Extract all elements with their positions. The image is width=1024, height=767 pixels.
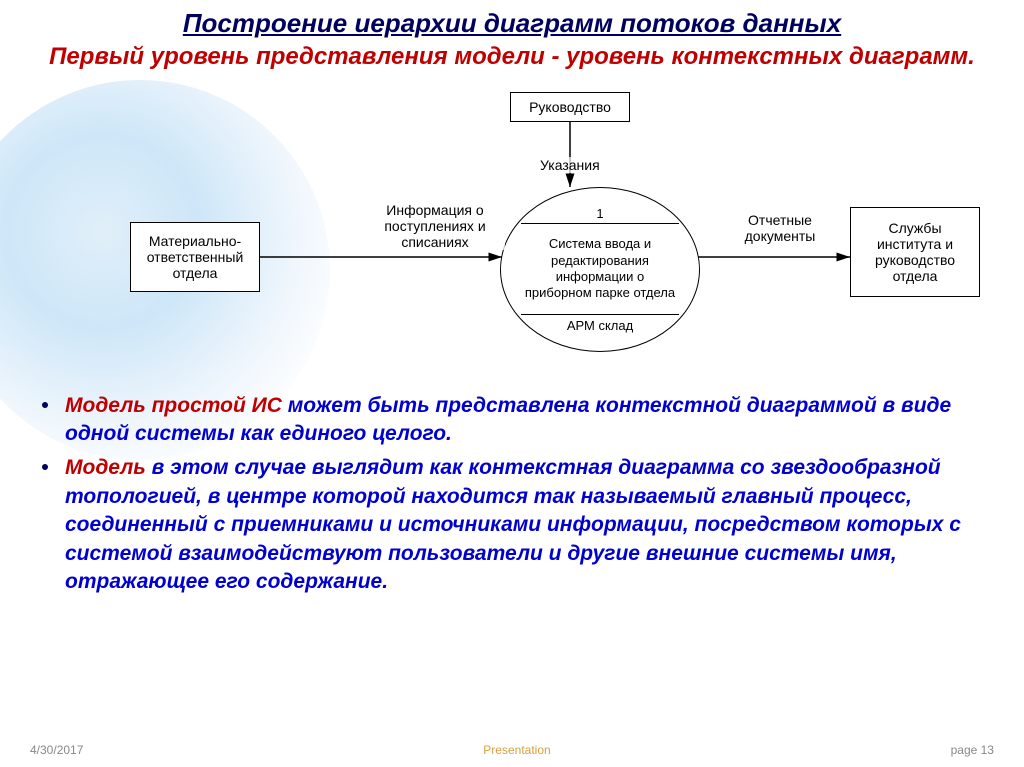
footer-page: page 13 [951, 743, 994, 757]
slide-subtitle: Первый уровень представления модели - ур… [30, 43, 994, 72]
node-management: Руководство [510, 92, 630, 122]
bullet-list: Модель простой ИС может быть представлен… [0, 392, 1024, 596]
node-label: Материально-ответственный отдела [137, 233, 253, 281]
node-services: Службы института и руководство отдела [850, 207, 980, 297]
dfd-diagram: Руководство Материально-ответственный от… [30, 92, 994, 382]
node-label: Службы института и руководство отдела [857, 220, 973, 284]
edge-label-directives: Указания [540, 157, 600, 173]
edge-label-reports: Отчетные документы [730, 212, 830, 244]
bullet-2: Модель в этом случае выглядит как контек… [30, 454, 994, 596]
footer-date: 4/30/2017 [30, 743, 83, 757]
node-label: Руководство [529, 99, 611, 115]
slide-content: Построение иерархии диаграмм потоков дан… [0, 0, 1024, 382]
bullet-text: в этом случае выглядит как контекстная д… [65, 456, 961, 592]
slide-footer: 4/30/2017 Presentation page 13 [30, 743, 994, 757]
edge-label-info: Информация о поступлениях и списаниях [365, 202, 505, 250]
node-material-dept: Материально-ответственный отдела [130, 222, 260, 292]
bullet-lead: Модель [65, 456, 146, 479]
footer-center: Presentation [483, 743, 550, 757]
process-body: Система ввода и редактирования информаци… [521, 227, 679, 315]
process-footer: АРМ склад [521, 318, 679, 333]
bullet-dot-icon [42, 402, 48, 408]
bullet-dot-icon [42, 464, 48, 470]
node-process: 1 Система ввода и редактирования информа… [500, 187, 700, 352]
slide-title: Построение иерархии диаграмм потоков дан… [30, 8, 994, 39]
bullet-1: Модель простой ИС может быть представлен… [30, 392, 994, 449]
process-number: 1 [521, 206, 679, 224]
bullet-lead: Модель простой ИС [65, 394, 282, 417]
